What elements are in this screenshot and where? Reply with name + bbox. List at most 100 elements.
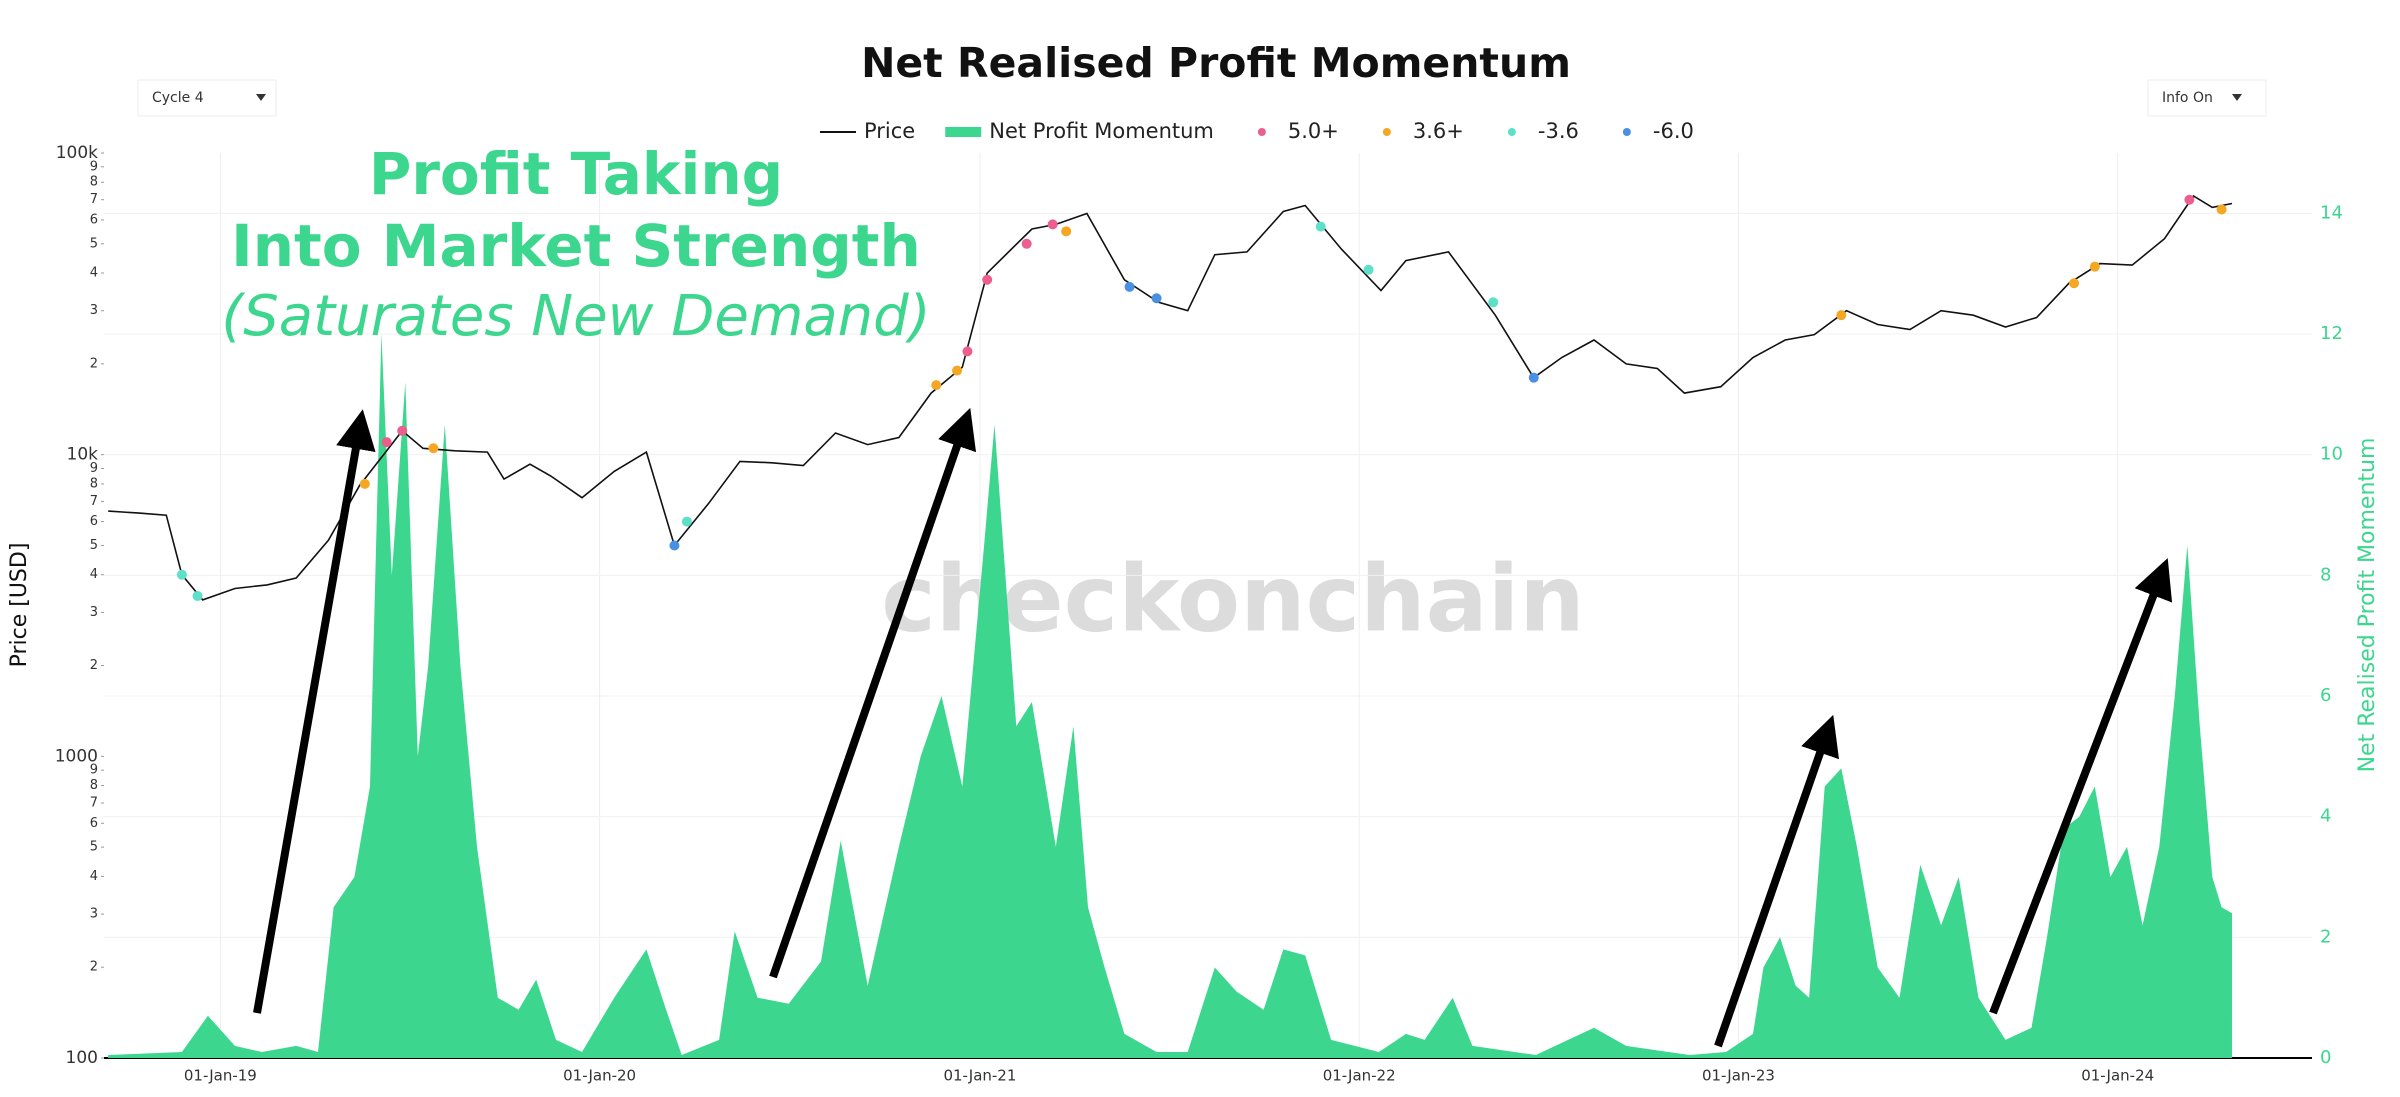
dropdown-caret[interactable] <box>2232 94 2242 101</box>
dropdown-box[interactable] <box>2147 79 2267 117</box>
line <box>108 194 2233 601</box>
y-tick-label: 7 <box>90 192 98 207</box>
x-tick-label: 01-Jan-22 <box>1323 1067 1396 1085</box>
arrow <box>769 407 977 979</box>
point <box>1151 293 1162 304</box>
point <box>1488 297 1499 308</box>
y-tick-label: 9 <box>90 159 98 174</box>
arrow <box>1714 714 1839 1048</box>
point <box>669 540 680 551</box>
legend-label: Net Profit Momentum <box>989 119 1214 143</box>
x-tick-label: 01-Jan-24 <box>2081 1067 2154 1085</box>
y-tick-label: 6 <box>90 212 98 227</box>
y-tick-label: 7 <box>90 796 98 811</box>
info-dropdown[interactable]: Info On <box>2147 79 2267 117</box>
y-tick-label: 6 <box>90 816 98 831</box>
dropdown-caret[interactable] <box>256 94 266 101</box>
y-tick-label: 5 <box>90 840 98 855</box>
point <box>962 346 973 357</box>
point <box>1363 264 1374 275</box>
cycle-dropdown[interactable]: Cycle 4 <box>137 79 277 117</box>
legend-swatch <box>1507 128 1516 136</box>
point <box>1061 226 1072 237</box>
point <box>176 569 187 580</box>
x-tick-label: 01-Jan-20 <box>563 1067 636 1085</box>
arrow <box>1989 558 2173 1015</box>
y-tick-label: 2 <box>90 658 98 673</box>
y-tick-label: 3 <box>90 605 98 620</box>
point <box>381 437 392 448</box>
point <box>2069 278 2080 289</box>
y-tick-label: 100 <box>66 1048 98 1068</box>
y-tick-label: 3 <box>90 907 98 922</box>
y-tick-label: 10k <box>67 445 99 465</box>
y-tick-label: 8 <box>90 175 98 190</box>
point <box>1528 372 1539 383</box>
dropdown-box[interactable] <box>137 79 277 117</box>
legend-label: 3.6+ <box>1413 119 1464 143</box>
y2-tick-label: 0 <box>2320 1047 2331 1068</box>
arrows <box>253 407 2173 1048</box>
x-tick-label: 01-Jan-21 <box>943 1067 1016 1085</box>
y-tick-label: 7 <box>90 494 98 509</box>
point <box>1047 219 1058 230</box>
point <box>2089 261 2100 272</box>
y-tick-label: 5 <box>90 538 98 553</box>
point <box>2216 204 2227 215</box>
legend-label: -3.6 <box>1538 119 1579 143</box>
point <box>359 478 370 489</box>
dropdown-label[interactable]: Info On <box>2162 90 2213 106</box>
legend-swatch <box>945 127 982 137</box>
y-tick-label: 9 <box>90 763 98 778</box>
y-tick-label: 5 <box>90 236 98 251</box>
legend-swatch <box>1257 128 1266 136</box>
y-axis-title: Price [USD] <box>7 543 32 668</box>
legend-label: Price <box>864 119 915 143</box>
point <box>428 443 439 454</box>
y2-tick-label: 12 <box>2320 323 2343 344</box>
arrow <box>253 409 376 1014</box>
y-tick-label: 4 <box>90 266 98 281</box>
point <box>982 274 993 285</box>
y-tick-label: 2 <box>90 960 98 975</box>
dropdown-label[interactable]: Cycle 4 <box>152 90 204 106</box>
chart-title: Net Realised Profit Momentum <box>861 39 1571 87</box>
legend-swatch <box>1622 128 1631 136</box>
point <box>397 425 408 436</box>
point <box>1021 238 1032 249</box>
point <box>1124 281 1135 292</box>
y-tick-label: 8 <box>90 778 98 793</box>
annotation: (Saturates New Demand) <box>221 284 930 349</box>
point <box>931 380 942 391</box>
y2-tick-label: 2 <box>2320 926 2331 947</box>
x-tick-label: 01-Jan-19 <box>184 1067 257 1085</box>
legend-label: 5.0+ <box>1288 119 1339 143</box>
point <box>1836 310 1847 321</box>
y2-tick-label: 8 <box>2320 564 2331 585</box>
y-tick-label: 4 <box>90 869 98 884</box>
y-tick-label: 1000 <box>55 746 98 766</box>
y-tick-label: 9 <box>90 461 98 476</box>
y-tick-label: 8 <box>90 476 98 491</box>
y-tick-label: 100k <box>56 143 98 163</box>
annotation: Profit Taking <box>369 140 783 208</box>
annotation: Into Market Strength <box>231 212 921 280</box>
y2-tick-label: 14 <box>2320 202 2343 223</box>
y-tick-label: 6 <box>90 514 98 529</box>
legend-swatch <box>1382 128 1391 136</box>
y-tick-label: 3 <box>90 303 98 318</box>
legend-label: -6.0 <box>1653 119 1694 143</box>
y-tick-label: 4 <box>90 567 98 582</box>
y2-tick-label: 10 <box>2320 444 2343 465</box>
y2-tick-label: 6 <box>2320 685 2331 706</box>
point <box>2184 194 2195 205</box>
y2-axis-title: Net Realised Profit Momentum <box>2355 438 2380 773</box>
x-tick-label: 01-Jan-23 <box>1702 1067 1775 1085</box>
point <box>952 365 963 376</box>
point <box>192 591 203 602</box>
y2-tick-label: 4 <box>2320 806 2331 827</box>
y-tick-label: 2 <box>90 356 98 371</box>
point <box>681 516 692 527</box>
point <box>1315 221 1326 232</box>
